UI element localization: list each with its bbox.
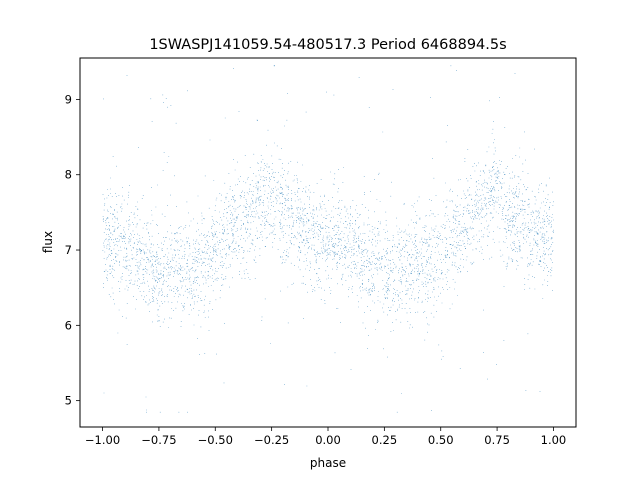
y-tick-label: 7 [65, 243, 72, 257]
x-tick-label: 1.00 [541, 433, 567, 447]
y-tick-label: 5 [65, 394, 72, 408]
x-axis-ticks: −1.00 −0.75 −0.50 −0.25 0.00 0.25 0.50 0.75 1.00 [85, 427, 566, 447]
x-tick-label: 0.75 [484, 433, 510, 447]
chart-title: 1SWASPJ141059.54-480517.3 Period 6468894… [149, 37, 506, 53]
x-tick-label: −1.00 [85, 433, 120, 447]
x-tick-label: −0.25 [254, 433, 289, 447]
x-tick-label: 0.50 [428, 433, 454, 447]
y-tick-label: 8 [65, 168, 72, 182]
x-tick-label: 0.00 [315, 433, 341, 447]
y-axis-ticks: 5 6 7 8 9 [65, 92, 80, 408]
x-tick-label: −0.50 [198, 433, 233, 447]
y-tick-label: 9 [65, 92, 72, 106]
y-tick-label: 6 [65, 318, 72, 332]
x-axis-label: phase [310, 456, 346, 470]
y-axis-label: flux [41, 231, 55, 253]
x-tick-label: −0.75 [141, 433, 176, 447]
x-tick-label: 0.25 [372, 433, 398, 447]
